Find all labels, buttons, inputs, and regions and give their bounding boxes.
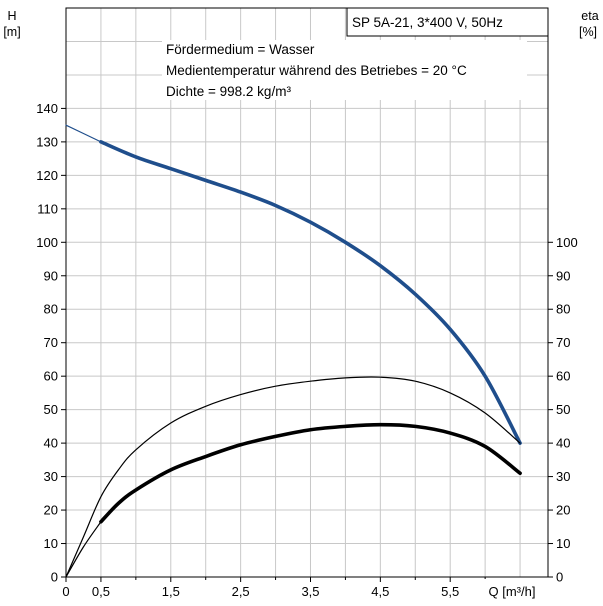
annotation-temperature: Medientemperatur während des Betriebes =… bbox=[166, 63, 467, 78]
x-tick-label: 0,5 bbox=[92, 584, 110, 599]
y-left-tick-label: 30 bbox=[44, 469, 58, 484]
y-right-tick-label: 0 bbox=[556, 570, 563, 585]
y-right-tick-label: 50 bbox=[556, 402, 570, 417]
y-left-axis-label-symbol: H bbox=[7, 9, 16, 23]
y-left-tick-label: 100 bbox=[36, 235, 58, 250]
y-left-tick-label: 50 bbox=[44, 402, 58, 417]
y-left-tick-label: 10 bbox=[44, 536, 58, 551]
y-left-tick-label: 40 bbox=[44, 436, 58, 451]
annotation-medium: Fördermedium = Wasser bbox=[166, 42, 315, 57]
x-tick-label: 2,5 bbox=[232, 584, 250, 599]
y-right-tick-label: 100 bbox=[556, 235, 578, 250]
ticks-layer: 0 10 20 30 40 50 60 70 80 90 100 110 120 130 140 0 10 20 3… bbox=[36, 101, 577, 599]
head-curve bbox=[99, 140, 522, 445]
x-tick-label: 1,5 bbox=[162, 584, 180, 599]
y-left-tick-label: 0 bbox=[51, 570, 58, 585]
y-right-axis-label-symbol: eta bbox=[581, 9, 598, 23]
y-left-tick-label: 90 bbox=[44, 268, 58, 283]
y-right-axis-label-unit: [%] bbox=[579, 25, 597, 39]
upper-efficiency-curve bbox=[65, 376, 521, 578]
y-left-tick-label: 20 bbox=[44, 503, 58, 518]
y-right-tick-label: 70 bbox=[556, 335, 570, 350]
head-curve-extension bbox=[65, 124, 102, 143]
chart-title: SP 5A-21, 3*400 V, 50Hz bbox=[352, 15, 503, 30]
y-left-tick-label: 120 bbox=[36, 168, 58, 183]
y-right-tick-label: 20 bbox=[556, 503, 570, 518]
y-left-axis-label-unit: [m] bbox=[3, 25, 20, 39]
lower-efficiency-curve-extension bbox=[65, 521, 102, 578]
y-right-tick-label: 40 bbox=[556, 436, 570, 451]
y-right-tick-label: 30 bbox=[556, 469, 570, 484]
y-left-tick-label: 130 bbox=[36, 134, 58, 149]
y-right-tick-label: 90 bbox=[556, 268, 570, 283]
y-left-tick-label: 110 bbox=[37, 201, 58, 216]
x-tick-label: 0 bbox=[62, 584, 69, 599]
annotation-density: Dichte = 998.2 kg/m³ bbox=[166, 84, 291, 99]
y-right-tick-label: 60 bbox=[556, 369, 570, 384]
series-layer bbox=[65, 124, 522, 578]
y-left-tick-label: 140 bbox=[36, 101, 58, 116]
x-tick-label: 4,5 bbox=[371, 584, 389, 599]
y-right-tick-label: 80 bbox=[556, 302, 570, 317]
x-tick-label: 5,5 bbox=[441, 584, 459, 599]
y-left-tick-label: 70 bbox=[44, 335, 58, 350]
y-left-tick-label: 60 bbox=[44, 369, 58, 384]
plot-frame bbox=[65, 7, 549, 578]
x-tick-label: 3,5 bbox=[301, 584, 319, 599]
annotation-background bbox=[162, 40, 527, 100]
x-axis-label: Q [m³/h] bbox=[489, 584, 536, 599]
x-axis-label-background bbox=[478, 579, 546, 599]
y-right-tick-label: 10 bbox=[556, 536, 570, 551]
chart-title-box bbox=[346, 7, 549, 37]
lower-efficiency-curve bbox=[99, 422, 522, 524]
y-left-tick-label: 80 bbox=[44, 302, 58, 317]
